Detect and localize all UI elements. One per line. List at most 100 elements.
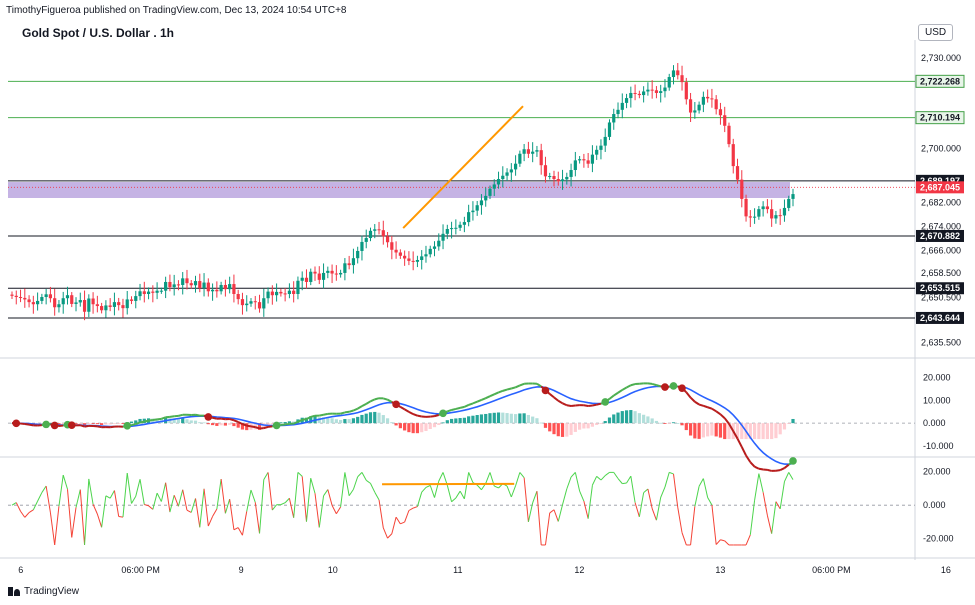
candle-body [441, 233, 445, 241]
currency-button[interactable]: USD [918, 24, 954, 41]
macd-line-segment [583, 404, 589, 407]
osc-line-segment [160, 482, 167, 502]
candle-body [787, 198, 791, 208]
candle-body [629, 92, 633, 99]
osc-line-segment [506, 485, 512, 498]
macd-histogram-bar [629, 410, 633, 424]
candle-body [744, 198, 748, 217]
candle-body [270, 291, 274, 296]
macd-line-segment [284, 422, 290, 426]
osc-line-segment [382, 527, 389, 539]
price-level-label-bg [916, 311, 964, 324]
macd-histogram-bar [646, 416, 650, 424]
candle-body [518, 153, 522, 164]
osc-line-segment [66, 489, 73, 538]
macd-line-segment [446, 409, 452, 413]
osc-line-segment [20, 510, 26, 518]
macd-line-segment [417, 414, 422, 418]
macd-histogram-bar [680, 423, 684, 426]
macd-histogram-bar [240, 423, 245, 430]
macd-line-segment [711, 407, 717, 413]
osc-line-segment [173, 495, 179, 507]
macd-histogram-bar [232, 423, 236, 427]
candle-body [18, 297, 23, 299]
candle-body [727, 125, 731, 145]
candle-body [304, 277, 309, 282]
macd-histogram-bar [40, 423, 44, 425]
macd-line-segment [485, 395, 491, 400]
macd-histogram-bar [718, 423, 723, 438]
candle-body [398, 252, 402, 256]
candle-body [151, 291, 155, 293]
macd-histogram-bar [215, 423, 219, 426]
candle-body [236, 294, 240, 300]
macd-line-segment [767, 468, 772, 472]
candle-body [582, 159, 586, 161]
macd-cross-dot [601, 398, 610, 406]
candle-body [449, 228, 454, 230]
candle-body [215, 289, 219, 292]
candle-body [748, 216, 752, 218]
macd-histogram-bar [637, 413, 641, 424]
osc-line-segment [591, 476, 598, 486]
macd-histogram-bar [283, 422, 287, 424]
candle-body [539, 150, 543, 166]
candle-body [155, 290, 159, 293]
price-level-label: 2,710.194 [920, 113, 960, 123]
osc-line-segment [779, 481, 785, 509]
candle-body [181, 278, 185, 285]
candle-body [206, 282, 210, 292]
osc-line-segment [250, 489, 256, 503]
candle-body [411, 260, 415, 262]
candle-body [313, 271, 317, 274]
macd-line-segment [626, 384, 632, 389]
osc-line-segment [451, 497, 457, 503]
osc-line-segment [711, 504, 717, 545]
osc-line-segment [549, 509, 555, 514]
osc-line-segment [455, 490, 461, 499]
osc-line-segment [775, 501, 781, 510]
macd-histogram-bar [509, 413, 513, 424]
macd-histogram-bar [185, 419, 189, 424]
osc-line-segment [574, 472, 581, 492]
macd-cross-dot [204, 413, 213, 421]
osc-line-segment [553, 509, 559, 522]
osc-line-segment [655, 497, 662, 521]
osc-line-segment [37, 492, 43, 502]
macd-histogram-bar [458, 418, 462, 424]
osc-line-segment [387, 533, 393, 539]
macd-histogram-bar [787, 423, 791, 424]
osc-line-segment [374, 491, 380, 501]
osc-line-segment [463, 472, 470, 499]
candle-body [287, 290, 292, 295]
price-tick-label: 2,730.000 [921, 53, 961, 63]
macd-line-segment [152, 418, 158, 422]
macd-histogram-bar [78, 423, 82, 424]
macd-histogram-bar [292, 421, 296, 424]
osc-line-segment [177, 489, 184, 507]
macd-histogram-bar [667, 423, 671, 424]
candle-body [275, 291, 279, 296]
macd-line-segment [468, 402, 474, 406]
osc-line-segment [101, 495, 107, 528]
candle-body [488, 188, 492, 196]
osc-line-segment [216, 479, 222, 510]
osc-line-segment [169, 495, 175, 513]
candle-body [774, 215, 778, 219]
candle-body [202, 282, 206, 288]
macd-line-segment [161, 416, 166, 420]
macd-histogram-bar [697, 423, 701, 439]
macd-line-segment [246, 424, 252, 428]
macd-line-segment [144, 419, 149, 423]
macd-histogram-bar [364, 413, 368, 424]
macd-line-segment [357, 405, 363, 410]
osc-tick-label: 0.000 [923, 500, 946, 510]
macd-line-segment [237, 421, 243, 426]
macd-histogram-bar [488, 413, 492, 424]
macd-line-segment [493, 391, 499, 396]
osc-line-segment [88, 478, 94, 505]
macd-histogram-bar [740, 423, 744, 440]
macd-cross-dot [661, 383, 669, 391]
price-level-label-bg [916, 282, 964, 295]
